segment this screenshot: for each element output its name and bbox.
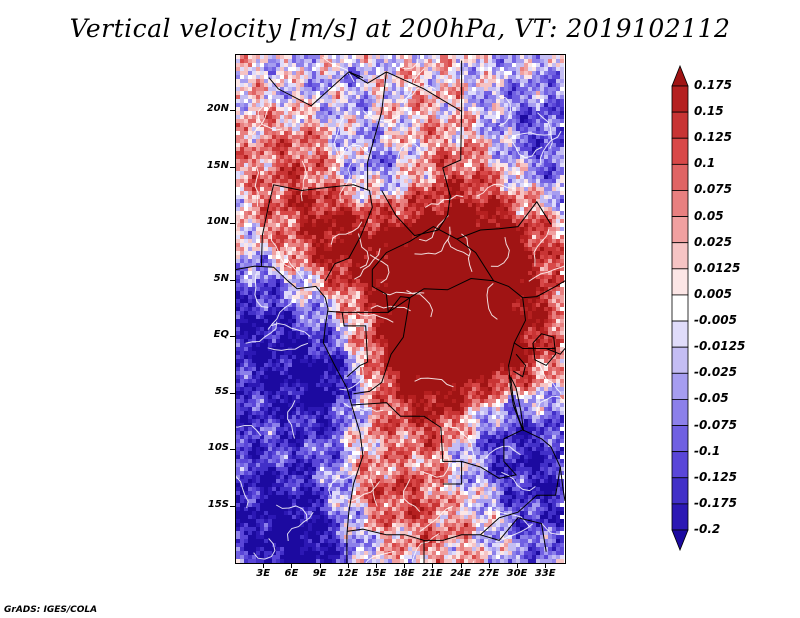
colorbar-label: 0.175 [694, 78, 732, 92]
colorbar-segment [671, 137, 689, 165]
colorbar-segment [671, 163, 689, 191]
colorbar-segment [671, 294, 689, 322]
lat-tick-mark [230, 392, 235, 394]
grads-credit: GrADS: IGES/COLA [4, 605, 98, 615]
colorbar-label: 0.075 [694, 182, 732, 197]
lat-tick-mark [230, 336, 235, 338]
velocity-field-shading [236, 55, 564, 563]
lon-tick-mark [545, 563, 547, 568]
lon-tick-mark [460, 563, 462, 568]
colorbar-label: -0.075 [694, 417, 737, 432]
colorbar-segment [671, 425, 689, 453]
colorbar-segment [671, 320, 689, 348]
lon-tick-label: 15E [365, 568, 387, 579]
lat-tick-label: 5S [214, 385, 229, 397]
lon-tick-label: 21E [422, 568, 443, 579]
lon-tick-mark [432, 563, 434, 568]
lon-tick-mark [291, 563, 293, 568]
lat-tick-label: 15S [207, 498, 229, 510]
colorbar-segment [671, 372, 689, 400]
colorbar [671, 64, 689, 552]
lon-tick-label: 12E [337, 568, 359, 579]
colorbar-segment [671, 477, 689, 505]
colorbar-segment [671, 216, 689, 244]
lon-tick-label: 27E [478, 568, 500, 579]
lon-tick-mark [263, 563, 265, 568]
colorbar-label: -0.025 [694, 365, 737, 380]
colorbar-segment [671, 399, 689, 426]
colorbar-segment [671, 242, 689, 270]
lon-tick-label: 24E [450, 568, 471, 579]
colorbar-segment [671, 111, 689, 139]
lat-tick-mark [230, 110, 235, 112]
lon-tick-mark [319, 563, 321, 568]
lon-tick-mark [488, 563, 490, 568]
lat-tick-label: 15N [206, 159, 229, 171]
country-borders [236, 60, 565, 563]
lon-tick-label: 33E [534, 568, 556, 579]
colorbar-label: 0.125 [694, 130, 732, 145]
colorbar-segment [671, 503, 689, 531]
colorbar-label: -0.005 [694, 313, 737, 328]
lon-tick-label: 18E [393, 568, 415, 579]
colorbar-label: 0.005 [694, 286, 732, 301]
colorbar-label: 0.1 [694, 156, 716, 171]
lon-tick-mark [376, 563, 377, 568]
lat-tick-mark [230, 279, 235, 281]
lon-tick-mark [347, 563, 349, 568]
colorbar-label: 0.05 [694, 208, 724, 223]
lon-tick-mark [517, 563, 518, 568]
colorbar-label: -0.175 [694, 495, 737, 510]
lat-tick-mark [230, 505, 235, 507]
lon-tick-label: 6E [284, 568, 299, 579]
chart-title: Vertical velocity [m/s] at 200hPa, VT: 2… [69, 14, 731, 43]
colorbar-segment [671, 85, 689, 113]
lat-tick-label: 5N [213, 272, 229, 284]
colorbar-bottom-arrow [671, 529, 689, 552]
colorbar-label: -0.1 [694, 443, 721, 458]
colorbar-label: -0.0125 [694, 339, 746, 354]
lat-tick-mark [230, 223, 235, 225]
lon-tick-label: 3E [256, 568, 271, 579]
lon-tick-mark [404, 563, 406, 568]
colorbar-top-arrow [671, 64, 689, 87]
lat-tick-label: EQ [213, 329, 229, 341]
colorbar-label: -0.2 [694, 522, 721, 536]
zero-contour-lines [236, 55, 565, 563]
lon-tick-label: 30E [506, 568, 528, 579]
colorbar-label: -0.125 [694, 469, 737, 484]
colorbar-segment [671, 451, 689, 479]
velocity-field-map [236, 55, 565, 563]
colorbar-label: -0.05 [694, 391, 729, 406]
colorbar-label: 0.0125 [694, 260, 741, 275]
colorbar-segment [671, 346, 689, 374]
colorbar-label: 0.15 [694, 104, 724, 119]
map-plot-area [235, 54, 566, 564]
lat-tick-mark [230, 449, 235, 451]
colorbar-segment [671, 190, 689, 217]
lon-tick-label: 9E [312, 568, 327, 579]
lat-tick-label: 10N [206, 216, 229, 228]
lat-tick-label: 10S [207, 442, 229, 454]
colorbar-segment [671, 268, 689, 296]
lat-tick-label: 20N [206, 103, 229, 115]
colorbar-label: 0.025 [694, 234, 732, 249]
lat-tick-mark [230, 166, 235, 168]
